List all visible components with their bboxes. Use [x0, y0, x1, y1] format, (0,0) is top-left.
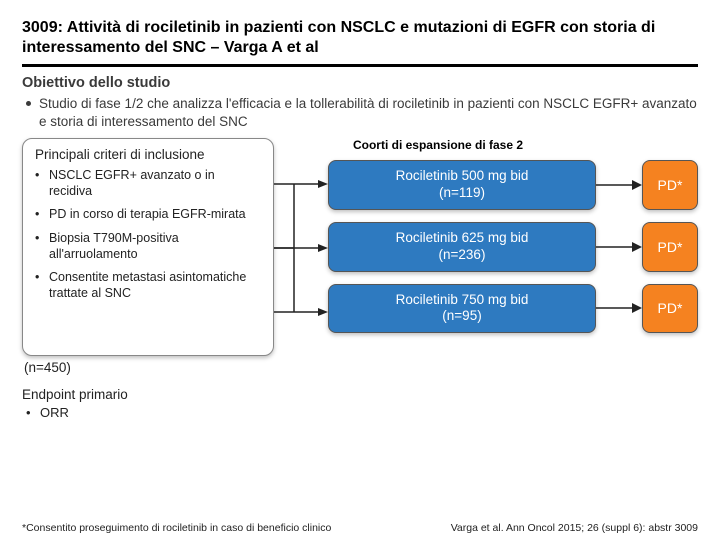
cohort-dose: Rociletinib 500 mg bid — [333, 168, 591, 185]
cohort-box: Rociletinib 625 mg bid (n=236) — [328, 222, 596, 272]
cohort-dose: Rociletinib 625 mg bid — [333, 230, 591, 247]
cohort-n: (n=236) — [333, 247, 591, 264]
inclusion-item-text: Biopsia T790M-positiva all'arruolamento — [49, 231, 261, 262]
cohort-column: Rociletinib 500 mg bid (n=119) PD* Rocil… — [328, 138, 698, 356]
cohort-box: Rociletinib 500 mg bid (n=119) — [328, 160, 596, 210]
cohort-row: Rociletinib 625 mg bid (n=236) PD* — [328, 222, 698, 272]
endpoint-heading: Endpoint primario — [22, 387, 698, 402]
cohort-row: Rociletinib 500 mg bid (n=119) PD* — [328, 160, 698, 210]
study-diagram: Coorti di espansione di fase 2 Principal… — [22, 138, 698, 356]
arrow-icon — [596, 160, 642, 210]
connector — [274, 138, 328, 356]
bullet-icon — [26, 101, 31, 106]
endpoint-text: ORR — [40, 405, 69, 420]
pd-box: PD* — [642, 284, 698, 334]
cohort-n: (n=95) — [333, 308, 591, 325]
inclusion-item-text: Consentite metastasi asintomatiche tratt… — [49, 270, 261, 301]
inclusion-item: •Consentite metastasi asintomatiche trat… — [35, 270, 261, 301]
footnote-left: *Consentito proseguimento di rociletinib… — [22, 522, 331, 534]
inclusion-box: Principali criteri di inclusione •NSCLC … — [22, 138, 274, 356]
inclusion-title: Principali criteri di inclusione — [35, 147, 261, 162]
objective-bullet: Studio di fase 1/2 che analizza l'effica… — [22, 95, 698, 130]
arrow-icon — [596, 284, 642, 334]
cohort-header: Coorti di espansione di fase 2 — [328, 138, 548, 152]
endpoint-item: •ORR — [22, 405, 698, 420]
inclusion-item-text: PD in corso di terapia EGFR-mirata — [49, 207, 246, 223]
inclusion-item-text: NSCLC EGFR+ avanzato o in recidiva — [49, 168, 261, 199]
cohort-row: Rociletinib 750 mg bid (n=95) PD* — [328, 284, 698, 334]
inclusion-item: •PD in corso di terapia EGFR-mirata — [35, 207, 261, 223]
objective-text: Studio di fase 1/2 che analizza l'effica… — [39, 95, 698, 130]
inclusion-item: •NSCLC EGFR+ avanzato o in recidiva — [35, 168, 261, 199]
cohort-box: Rociletinib 750 mg bid (n=95) — [328, 284, 596, 334]
slide-title: 3009: Attività di rociletinib in pazient… — [22, 18, 698, 67]
pd-box: PD* — [642, 160, 698, 210]
n-total: (n=450) — [24, 360, 698, 375]
pd-box: PD* — [642, 222, 698, 272]
objective-heading: Obiettivo dello studio — [22, 75, 698, 91]
footer: *Consentito proseguimento di rociletinib… — [22, 522, 698, 534]
footnote-right: Varga et al. Ann Oncol 2015; 26 (suppl 6… — [451, 522, 698, 534]
inclusion-item: •Biopsia T790M-positiva all'arruolamento — [35, 231, 261, 262]
arrow-icon — [596, 222, 642, 272]
cohort-dose: Rociletinib 750 mg bid — [333, 292, 591, 309]
cohort-n: (n=119) — [333, 185, 591, 202]
